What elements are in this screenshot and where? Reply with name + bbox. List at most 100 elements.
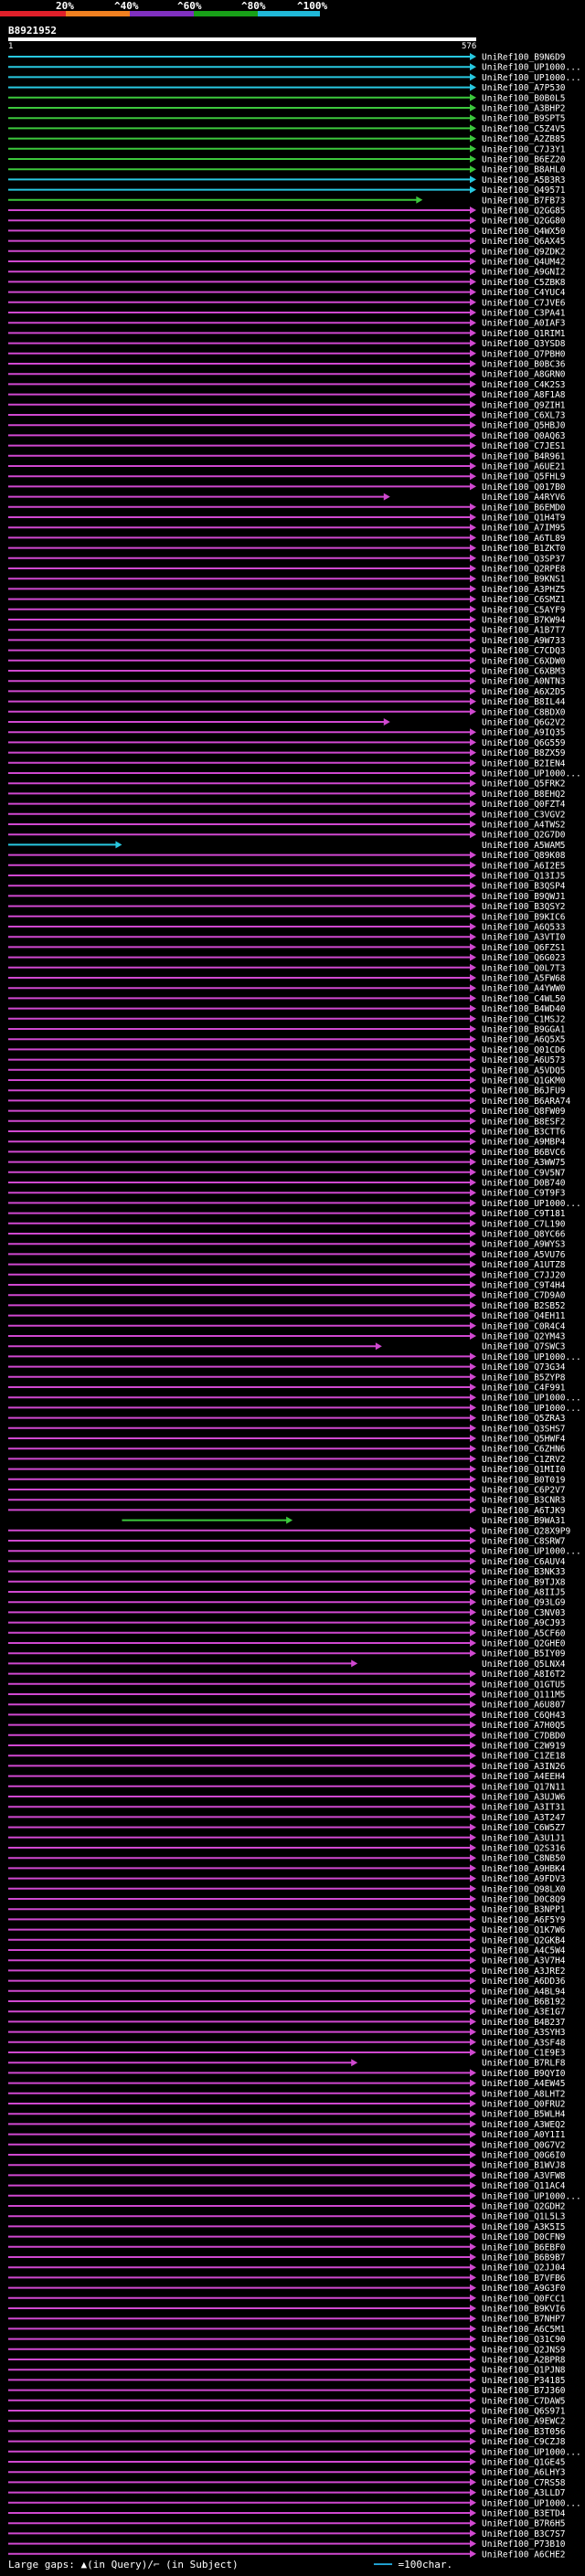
hit-id-label[interactable]: UniRef100_A9G3F0	[482, 2284, 566, 2294]
hit-row[interactable]: UniRef100_C8BDX0	[8, 707, 566, 717]
hit-row[interactable]: UniRef100_B3ETD4	[8, 2509, 566, 2519]
hit-row[interactable]: UniRef100_A5FW68	[8, 974, 566, 984]
hit-row[interactable]: UniRef100_A3SF48	[8, 2038, 566, 2048]
hit-row[interactable]: UniRef100_B2IEN4	[8, 758, 566, 769]
hit-id-label[interactable]: UniRef100_Q0FCC1	[482, 2294, 566, 2304]
hit-row[interactable]: UniRef100_A3VFW8	[8, 2171, 566, 2181]
hit-row[interactable]: UniRef100_Q7SWC3	[8, 1342, 566, 1352]
hit-id-label[interactable]: UniRef100_Q73G34	[482, 1362, 566, 1373]
hit-id-label[interactable]: UniRef100_Q2S316	[482, 1844, 566, 1854]
hit-row[interactable]: UniRef100_B6B192	[8, 1998, 566, 2008]
hit-id-label[interactable]: UniRef100_A0Y1I1	[482, 2130, 566, 2140]
hit-row[interactable]: UniRef100_Q4WX50	[8, 227, 566, 237]
hit-row[interactable]: UniRef100_Q98LX0	[8, 1884, 566, 1894]
hit-row[interactable]: UniRef100_A5VU76	[8, 1250, 566, 1260]
hit-row[interactable]: UniRef100_B9SPT5	[8, 114, 566, 124]
hit-id-label[interactable]: UniRef100_Q6G559	[482, 738, 566, 748]
hit-id-label[interactable]: UniRef100_A6TL89	[482, 534, 566, 544]
hit-id-label[interactable]: UniRef100_C6QH43	[482, 1711, 566, 1721]
hit-id-label[interactable]: UniRef100_B7NHP7	[482, 2315, 566, 2325]
hit-row[interactable]: UniRef100_C5ZBK8	[8, 278, 566, 288]
hit-row[interactable]: UniRef100_A4BL94	[8, 1987, 566, 1997]
hit-row[interactable]: UniRef100_Q0G6I0	[8, 2151, 566, 2161]
hit-id-label[interactable]: UniRef100_A3K5I5	[482, 2222, 566, 2232]
hit-id-label[interactable]: UniRef100_B7RLF8	[482, 2059, 566, 2069]
hit-row[interactable]: UniRef100_Q2GKB4	[8, 1935, 566, 1945]
hit-id-label[interactable]: UniRef100_B8IL44	[482, 697, 566, 707]
hit-id-label[interactable]: UniRef100_C7DBD0	[482, 1731, 566, 1741]
hit-row[interactable]: UniRef100_Q1GTU5	[8, 1680, 566, 1690]
hit-row[interactable]: UniRef100_Q31C90	[8, 2335, 566, 2345]
hit-row[interactable]: UniRef100_A8I6T2	[8, 1670, 566, 1680]
hit-id-label[interactable]: UniRef100_C1ZE18	[482, 1752, 566, 1762]
hit-id-label[interactable]: UniRef100_A3IT31	[482, 1803, 566, 1813]
hit-row[interactable]: UniRef100_D0B740	[8, 1179, 566, 1189]
hit-row[interactable]: UniRef100_A3JRE2	[8, 1966, 566, 1977]
hit-row[interactable]: UniRef100_C6W5Z7	[8, 1823, 566, 1833]
hit-id-label[interactable]: UniRef100_B2IEN4	[482, 758, 566, 769]
hit-id-label[interactable]: UniRef100_A3VFW8	[482, 2171, 566, 2181]
hit-row[interactable]: UniRef100_Q6G559	[8, 738, 566, 748]
hit-id-label[interactable]: UniRef100_Q0G7V2	[482, 2140, 566, 2150]
hit-id-label[interactable]: UniRef100_B6B9B7	[482, 2253, 566, 2263]
hit-row[interactable]: UniRef100_A4EW45	[8, 2079, 566, 2089]
hit-row[interactable]: UniRef100_A5CF60	[8, 1628, 566, 1638]
hit-id-label[interactable]: UniRef100_B8ESF2	[482, 1117, 566, 1127]
hit-id-label[interactable]: UniRef100_A6Q5X5	[482, 1035, 566, 1045]
hit-row[interactable]: UniRef100_C7DAW5	[8, 2396, 566, 2406]
hit-id-label[interactable]: UniRef100_UP1000...	[482, 1547, 581, 1557]
hit-id-label[interactable]: UniRef100_C6W5Z7	[482, 1823, 566, 1833]
hit-row[interactable]: UniRef100_C6XL73	[8, 411, 566, 421]
hit-id-label[interactable]: UniRef100_Q89K08	[482, 851, 566, 861]
hit-row[interactable]: UniRef100_A3SYH3	[8, 2028, 566, 2038]
hit-row[interactable]: UniRef100_B8IL44	[8, 697, 566, 707]
hit-row[interactable]: UniRef100_C4K2S3	[8, 380, 566, 390]
hit-id-label[interactable]: UniRef100_C5ZBK8	[482, 278, 566, 288]
hit-row[interactable]: UniRef100_Q9ZIH1	[8, 400, 566, 410]
hit-row[interactable]: UniRef100_A3WEQ2	[8, 2120, 566, 2130]
hit-id-label[interactable]: UniRef100_B0BC36	[482, 360, 566, 370]
hit-id-label[interactable]: UniRef100_A7H0Q5	[482, 1721, 566, 1731]
hit-id-label[interactable]: UniRef100_B9KIC6	[482, 912, 566, 922]
hit-id-label[interactable]: UniRef100_C0R4C4	[482, 1321, 566, 1331]
hit-id-label[interactable]: UniRef100_C2W919	[482, 1742, 566, 1752]
hit-id-label[interactable]: UniRef100_Q9ZIH1	[482, 400, 566, 410]
hit-id-label[interactable]: UniRef100_C4WL50	[482, 994, 566, 1004]
hit-id-label[interactable]: UniRef100_A4C5W4	[482, 1946, 566, 1956]
hit-id-label[interactable]: UniRef100_A7P530	[482, 83, 566, 93]
hit-id-label[interactable]: UniRef100_B9KNS1	[482, 575, 566, 585]
hit-row[interactable]: UniRef100_D0CFN9	[8, 2232, 566, 2242]
hit-row[interactable]: UniRef100_B0BC36	[8, 360, 566, 370]
hit-id-label[interactable]: UniRef100_A4BL94	[482, 1987, 566, 1997]
hit-row[interactable]: UniRef100_Q5HBJ0	[8, 421, 566, 431]
hit-id-label[interactable]: UniRef100_Q98LX0	[482, 1884, 566, 1894]
hit-row[interactable]: UniRef100_A8LHT2	[8, 2089, 566, 2099]
hit-row[interactable]: UniRef100_A8F1A8	[8, 390, 566, 400]
hit-id-label[interactable]: UniRef100_A4TWS2	[482, 821, 566, 831]
hit-id-label[interactable]: UniRef100_B3CNR3	[482, 1496, 566, 1506]
hit-id-label[interactable]: UniRef100_C7CDQ3	[482, 646, 566, 656]
hit-row[interactable]: UniRef100_A3UJW6	[8, 1793, 566, 1803]
hit-row[interactable]: UniRef100_UP1000...	[8, 1547, 581, 1557]
hit-row[interactable]: UniRef100_Q6G023	[8, 953, 566, 963]
hit-id-label[interactable]: UniRef100_B7FB73	[482, 196, 566, 206]
hit-id-label[interactable]: UniRef100_A3V7H4	[482, 1956, 566, 1966]
hit-row[interactable]: UniRef100_A6Q533	[8, 923, 566, 933]
hit-row[interactable]: UniRef100_UP1000...	[8, 1352, 581, 1362]
hit-id-label[interactable]: UniRef100_Q6G023	[482, 953, 566, 963]
hit-id-label[interactable]: UniRef100_Q111M5	[482, 1691, 566, 1701]
hit-id-label[interactable]: UniRef100_B3C7S7	[482, 2529, 566, 2539]
hit-id-label[interactable]: UniRef100_B8ZX59	[482, 748, 566, 758]
hit-id-label[interactable]: UniRef100_B5IY09	[482, 1649, 566, 1659]
hit-row[interactable]: UniRef100_C6XBM3	[8, 667, 566, 677]
hit-id-label[interactable]: UniRef100_Q5HBJ0	[482, 421, 566, 431]
hit-row[interactable]: UniRef100_C9V5N7	[8, 1168, 566, 1178]
hit-row[interactable]: UniRef100_Q2RPE8	[8, 565, 566, 575]
hit-id-label[interactable]: UniRef100_A3WW75	[482, 1158, 566, 1168]
hit-row[interactable]: UniRef100_A4RYV6	[8, 493, 566, 503]
hit-id-label[interactable]: UniRef100_B7J360	[482, 2386, 566, 2396]
hit-id-label[interactable]: UniRef100_A9GNI2	[482, 268, 566, 278]
hit-id-label[interactable]: UniRef100_Q3SP37	[482, 554, 566, 564]
hit-id-label[interactable]: UniRef100_C3PA41	[482, 309, 566, 319]
hit-id-label[interactable]: UniRef100_A6U573	[482, 1055, 566, 1065]
